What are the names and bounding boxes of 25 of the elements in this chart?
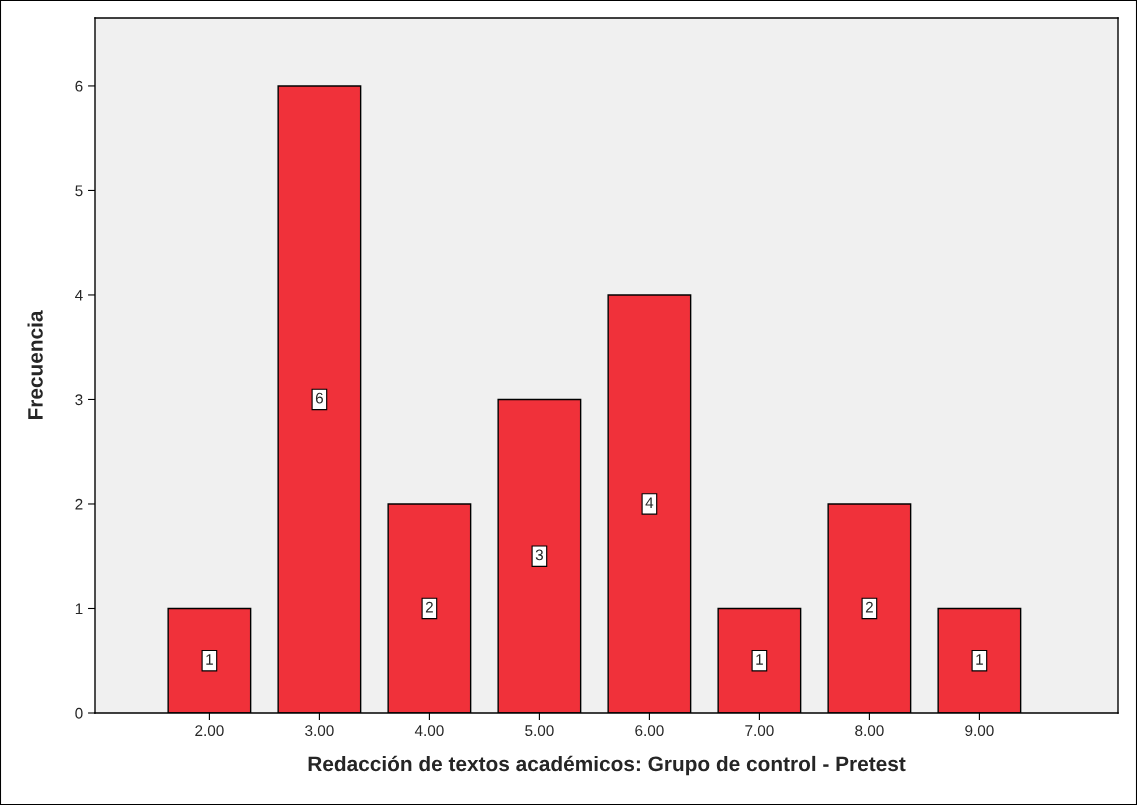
data-label: 2: [865, 601, 873, 613]
data-label: 1: [756, 654, 763, 665]
y-tick-label: 6: [75, 80, 83, 92]
data-label: 6: [315, 392, 323, 404]
data-label: 4: [645, 497, 654, 508]
y-tick-label: 4: [75, 289, 83, 301]
data-label: 1: [976, 654, 983, 665]
data-label: 3: [535, 549, 543, 561]
y-tick-label: 2: [75, 498, 83, 510]
data-label: 1: [206, 654, 213, 665]
x-tick-label: 5.00: [525, 725, 554, 737]
x-tick-label: 3.00: [305, 725, 334, 737]
x-tick-label: 4.00: [414, 725, 444, 737]
x-tick-label: 6.00: [635, 725, 664, 737]
x-tick-label: 2.00: [195, 725, 224, 737]
y-tick-label: 3: [75, 394, 83, 406]
y-axis-title: Frecuencia: [27, 310, 43, 420]
y-tick-label: 5: [75, 185, 83, 197]
y-tick-label: 1: [75, 603, 83, 615]
x-tick-label: 8.00: [855, 725, 884, 737]
data-label: 2: [425, 601, 433, 613]
x-tick-label: 9.00: [965, 725, 994, 737]
y-tick-label: 0: [75, 707, 83, 719]
x-axis-title: Redacción de textos académicos: Grupo de control - Pretest: [308, 755, 906, 776]
x-tick-label: 7.00: [745, 725, 774, 737]
